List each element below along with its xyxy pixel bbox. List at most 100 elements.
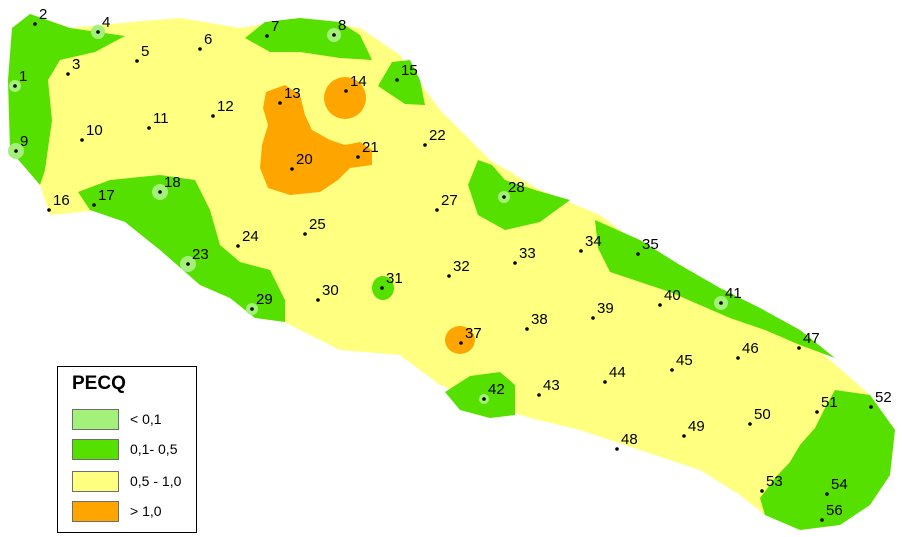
legend-title: PECQ: [72, 373, 126, 394]
sampling-point-25-marker: [303, 232, 307, 236]
sampling-point-39-label: 39: [597, 300, 614, 317]
sampling-point-51-label: 51: [821, 394, 838, 411]
sampling-point-49-marker: [682, 434, 686, 438]
sampling-point-47-marker: [797, 346, 801, 350]
legend-swatch: [72, 439, 119, 460]
sampling-point-33-marker: [513, 261, 517, 265]
sampling-point-13-marker: [278, 101, 282, 105]
sampling-point-22-label: 22: [429, 127, 446, 144]
sampling-point-41-marker: [719, 301, 723, 305]
legend-swatch: [72, 501, 119, 522]
sampling-point-53-label: 53: [766, 473, 783, 490]
legend-swatch: [72, 409, 119, 430]
sampling-point-1-label: 1: [19, 68, 27, 85]
legend-item-0-1-0-5: 0,1- 0,5: [72, 439, 192, 461]
sampling-point-12-label: 12: [217, 98, 234, 115]
sampling-point-34-label: 34: [585, 233, 602, 250]
sampling-point-37-label: 37: [465, 325, 482, 342]
sampling-point-9-label: 9: [20, 133, 28, 150]
sampling-point-8-label: 8: [338, 17, 346, 34]
zone-orange-14: [324, 77, 366, 119]
sampling-point-31-label: 31: [386, 270, 403, 287]
sampling-point-52-marker: [869, 405, 873, 409]
sampling-point-13-label: 13: [284, 85, 301, 102]
sampling-point-46-marker: [736, 356, 740, 360]
sampling-point-29-marker: [250, 307, 254, 311]
sampling-point-42-marker: [482, 397, 486, 401]
legend-label: > 1,0: [130, 503, 162, 519]
sampling-point-28-label: 28: [508, 179, 525, 196]
legend-swatch: [72, 471, 119, 492]
sampling-point-10-marker: [80, 138, 84, 142]
sampling-point-38-marker: [525, 327, 529, 331]
sampling-point-21-marker: [356, 155, 360, 159]
sampling-point-32-marker: [447, 274, 451, 278]
sampling-point-52-label: 52: [875, 389, 892, 406]
zone-green-west: [78, 175, 285, 322]
sampling-point-35-label: 35: [642, 236, 659, 253]
sampling-point-45-marker: [670, 368, 674, 372]
sampling-point-53-marker: [760, 489, 764, 493]
sampling-point-3-marker: [66, 72, 70, 76]
sampling-point-40-marker: [658, 303, 662, 307]
legend: PECQ < 0,1 0,1- 0,5 0,5 - 1,0 > 1,0: [57, 366, 197, 533]
sampling-point-4-label: 4: [102, 14, 110, 31]
sampling-point-15-label: 15: [401, 62, 418, 79]
sampling-point-43-marker: [537, 393, 541, 397]
sampling-point-56-label: 56: [826, 502, 843, 519]
sampling-point-7-label: 7: [271, 18, 279, 35]
sampling-point-14-label: 14: [350, 73, 367, 90]
sampling-point-30-marker: [316, 298, 320, 302]
sampling-point-11-marker: [147, 126, 151, 130]
sampling-point-33-label: 33: [519, 245, 536, 262]
legend-label: 0,5 - 1,0: [130, 473, 182, 489]
sampling-point-21-label: 21: [362, 139, 379, 156]
sampling-point-17-marker: [92, 203, 96, 207]
sampling-point-16-marker: [47, 208, 51, 212]
sampling-point-50-marker: [748, 422, 752, 426]
sampling-point-47-label: 47: [803, 330, 820, 347]
sampling-point-18-marker: [158, 190, 162, 194]
sampling-point-16-label: 16: [53, 192, 70, 209]
sampling-point-39-marker: [591, 316, 595, 320]
zone-green-28: [468, 160, 570, 230]
zone-green-east: [595, 220, 835, 358]
sampling-point-38-label: 38: [531, 311, 548, 328]
zone-orange-central: [260, 85, 372, 195]
sampling-point-45-label: 45: [676, 352, 693, 369]
sampling-point-20-marker: [290, 167, 294, 171]
legend-item-gt-1-0: > 1,0: [72, 501, 192, 523]
sampling-point-14-marker: [344, 89, 348, 93]
legend-label: < 0,1: [130, 411, 162, 427]
sampling-point-24-marker: [236, 244, 240, 248]
sampling-point-49-label: 49: [688, 418, 705, 435]
sampling-point-9-marker: [14, 149, 18, 153]
sampling-point-6-marker: [198, 47, 202, 51]
sampling-point-41-label: 41: [725, 285, 742, 302]
sampling-point-5-label: 5: [141, 43, 149, 60]
sampling-point-29-label: 29: [256, 291, 273, 308]
zone-green-north: [245, 18, 372, 60]
sampling-point-6-label: 6: [204, 31, 212, 48]
sampling-point-50-label: 50: [754, 406, 771, 423]
legend-label: 0,1- 0,5: [130, 441, 178, 457]
sampling-point-23-label: 23: [192, 246, 209, 263]
sampling-point-2-label: 2: [39, 6, 47, 23]
sampling-point-7-marker: [265, 34, 269, 38]
sampling-point-32-label: 32: [453, 258, 470, 275]
sampling-point-31-marker: [380, 286, 384, 290]
sampling-point-11-label: 11: [153, 110, 169, 127]
sampling-point-48-marker: [615, 447, 619, 451]
zone-green-northwest: [8, 14, 125, 185]
sampling-point-15-marker: [395, 78, 399, 82]
sampling-point-37-marker: [459, 341, 463, 345]
sampling-point-8-marker: [332, 33, 336, 37]
sampling-point-54-marker: [825, 492, 829, 496]
sampling-point-17-label: 17: [98, 187, 115, 204]
sampling-point-56-marker: [820, 518, 824, 522]
sampling-point-44-marker: [603, 380, 607, 384]
sampling-point-24-label: 24: [242, 228, 259, 245]
sampling-point-46-label: 46: [742, 340, 759, 357]
